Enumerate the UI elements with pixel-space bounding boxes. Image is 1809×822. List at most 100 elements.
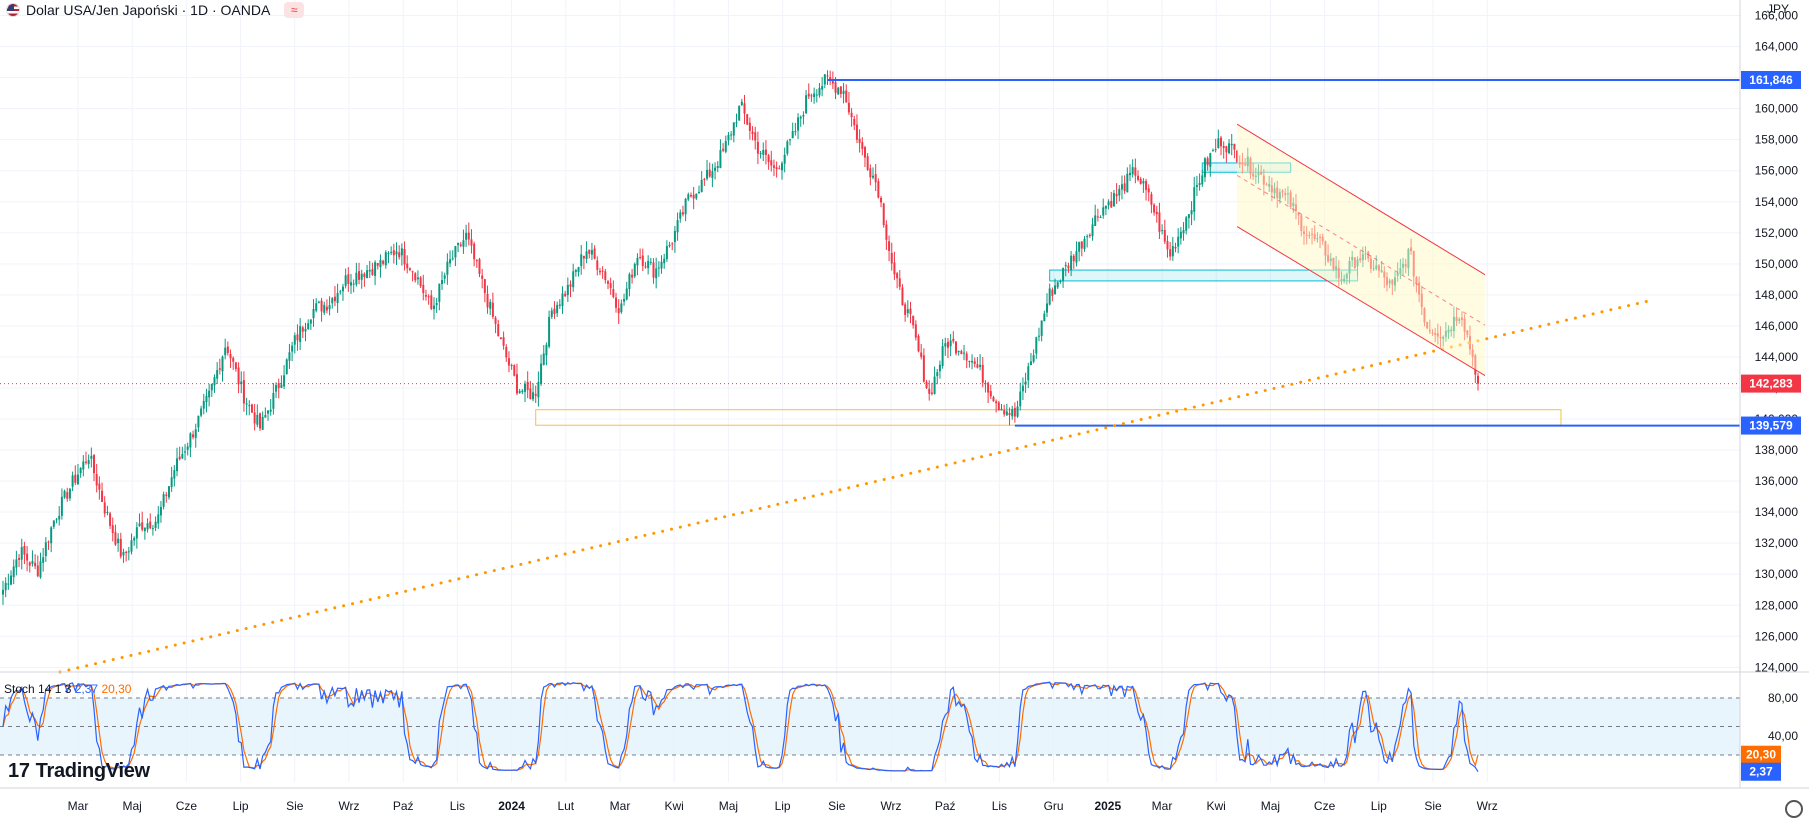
candle-body xyxy=(954,341,957,354)
candle-body xyxy=(315,303,318,311)
candle-body xyxy=(20,546,23,560)
support-zone-140 xyxy=(535,409,1562,426)
candle-body xyxy=(1201,175,1204,185)
price-axis-tick: 150,000 xyxy=(1755,257,1799,271)
candle-body xyxy=(1080,241,1083,249)
candle-body xyxy=(422,284,425,294)
candle-body xyxy=(141,522,144,530)
candle-body xyxy=(663,258,666,264)
candle-body xyxy=(644,266,647,268)
candle-body xyxy=(285,359,288,375)
price-axis-tick: 158,000 xyxy=(1755,133,1799,147)
time-axis-label: Kwi xyxy=(665,799,684,813)
stoch-axis-tick: 40,00 xyxy=(1768,729,1798,743)
candle-body xyxy=(687,194,690,200)
candle-body xyxy=(374,262,377,276)
candle-body xyxy=(499,337,502,339)
candle-body xyxy=(906,309,909,314)
candle-body xyxy=(245,403,248,405)
candle-body xyxy=(154,521,157,528)
candle-body xyxy=(269,409,272,412)
candle-body xyxy=(167,486,170,498)
candle-body xyxy=(339,291,342,293)
candle-body xyxy=(47,541,50,543)
candle-body xyxy=(805,95,808,114)
candle-body xyxy=(722,148,725,151)
candle-body xyxy=(633,263,636,277)
candle-body xyxy=(1222,146,1225,149)
candle-body xyxy=(416,277,419,280)
time-axis-label: Lis xyxy=(992,799,1007,813)
stoch-k-badge: 2,37 xyxy=(1749,765,1773,779)
stoch-k-badge-bg xyxy=(1741,762,1781,781)
candle-body xyxy=(909,308,912,315)
candle-body xyxy=(162,494,165,507)
candle-body xyxy=(1195,184,1198,187)
candle-body xyxy=(189,433,192,448)
candle-body xyxy=(869,168,872,178)
candle-body xyxy=(1126,173,1129,193)
candle-body xyxy=(459,244,462,246)
candle-body xyxy=(995,401,998,404)
candle-body xyxy=(783,154,786,164)
candle-body xyxy=(130,540,133,552)
price-axis-tick: 164,000 xyxy=(1755,40,1799,54)
candle-body xyxy=(122,551,125,556)
time-axis-label: Kwi xyxy=(1207,799,1226,813)
candle-body xyxy=(888,241,891,251)
time-axis-label: Maj xyxy=(123,799,142,813)
candle-body xyxy=(1182,230,1185,234)
candle-body xyxy=(679,212,682,219)
time-axis-label: 2025 xyxy=(1094,799,1121,813)
candle-body xyxy=(307,323,310,329)
candle-body xyxy=(250,404,253,413)
currency-label[interactable]: JPY xyxy=(1766,2,1789,16)
wave-icon[interactable]: ≈ xyxy=(284,2,305,18)
candle-body xyxy=(1190,210,1193,215)
candle-body xyxy=(847,102,850,113)
stoch-axis-tick: 80,00 xyxy=(1768,691,1798,705)
candle-body xyxy=(920,352,923,357)
candle-body xyxy=(475,260,478,262)
candle-body xyxy=(700,179,703,192)
candle-body xyxy=(181,454,184,459)
candle-body xyxy=(778,168,781,170)
settings-gear-icon[interactable] xyxy=(1785,800,1803,818)
candle-body xyxy=(457,242,460,246)
candle-body xyxy=(216,370,219,379)
symbol-title[interactable]: Dolar USA/Jen Japoński · 1D · OANDA xyxy=(26,2,271,18)
candle-body xyxy=(818,87,821,96)
candle-body xyxy=(1064,264,1067,267)
candle-body xyxy=(965,353,968,361)
candle-body xyxy=(4,582,7,591)
candle-body xyxy=(609,283,612,289)
candle-body xyxy=(101,490,104,502)
candle-body xyxy=(692,194,695,199)
candle-body xyxy=(55,519,58,521)
candle-body xyxy=(261,416,264,430)
price-axis-tick: 166,000 xyxy=(1755,9,1799,23)
drawing-layer xyxy=(0,78,1740,674)
chart-title-bar[interactable]: Dolar USA/Jen Japoński · 1D · OANDA ≈ xyxy=(0,0,305,20)
candle-body xyxy=(23,546,26,555)
candle-body xyxy=(582,255,585,259)
time-axis-label: Sie xyxy=(1424,799,1442,813)
candle-body xyxy=(1230,143,1233,146)
candle-body xyxy=(665,246,668,260)
candle-body xyxy=(184,451,187,453)
candle-body xyxy=(1179,231,1182,239)
candle-body xyxy=(331,298,334,304)
grid xyxy=(0,0,1740,782)
candle-body xyxy=(93,455,96,474)
candle-body xyxy=(912,315,915,326)
tradingview-logo[interactable]: 17 TradingView xyxy=(8,760,150,783)
candle-body xyxy=(462,240,465,247)
candle-body xyxy=(882,203,885,226)
stoch-d-badge: 20,30 xyxy=(1746,748,1776,762)
stoch-legend[interactable]: Stoch 14 1 3 2,37 20,30 xyxy=(4,682,131,696)
candle-body xyxy=(791,131,794,138)
candle-body xyxy=(117,538,120,544)
candle-body xyxy=(1131,167,1134,175)
candle-body xyxy=(759,153,762,155)
